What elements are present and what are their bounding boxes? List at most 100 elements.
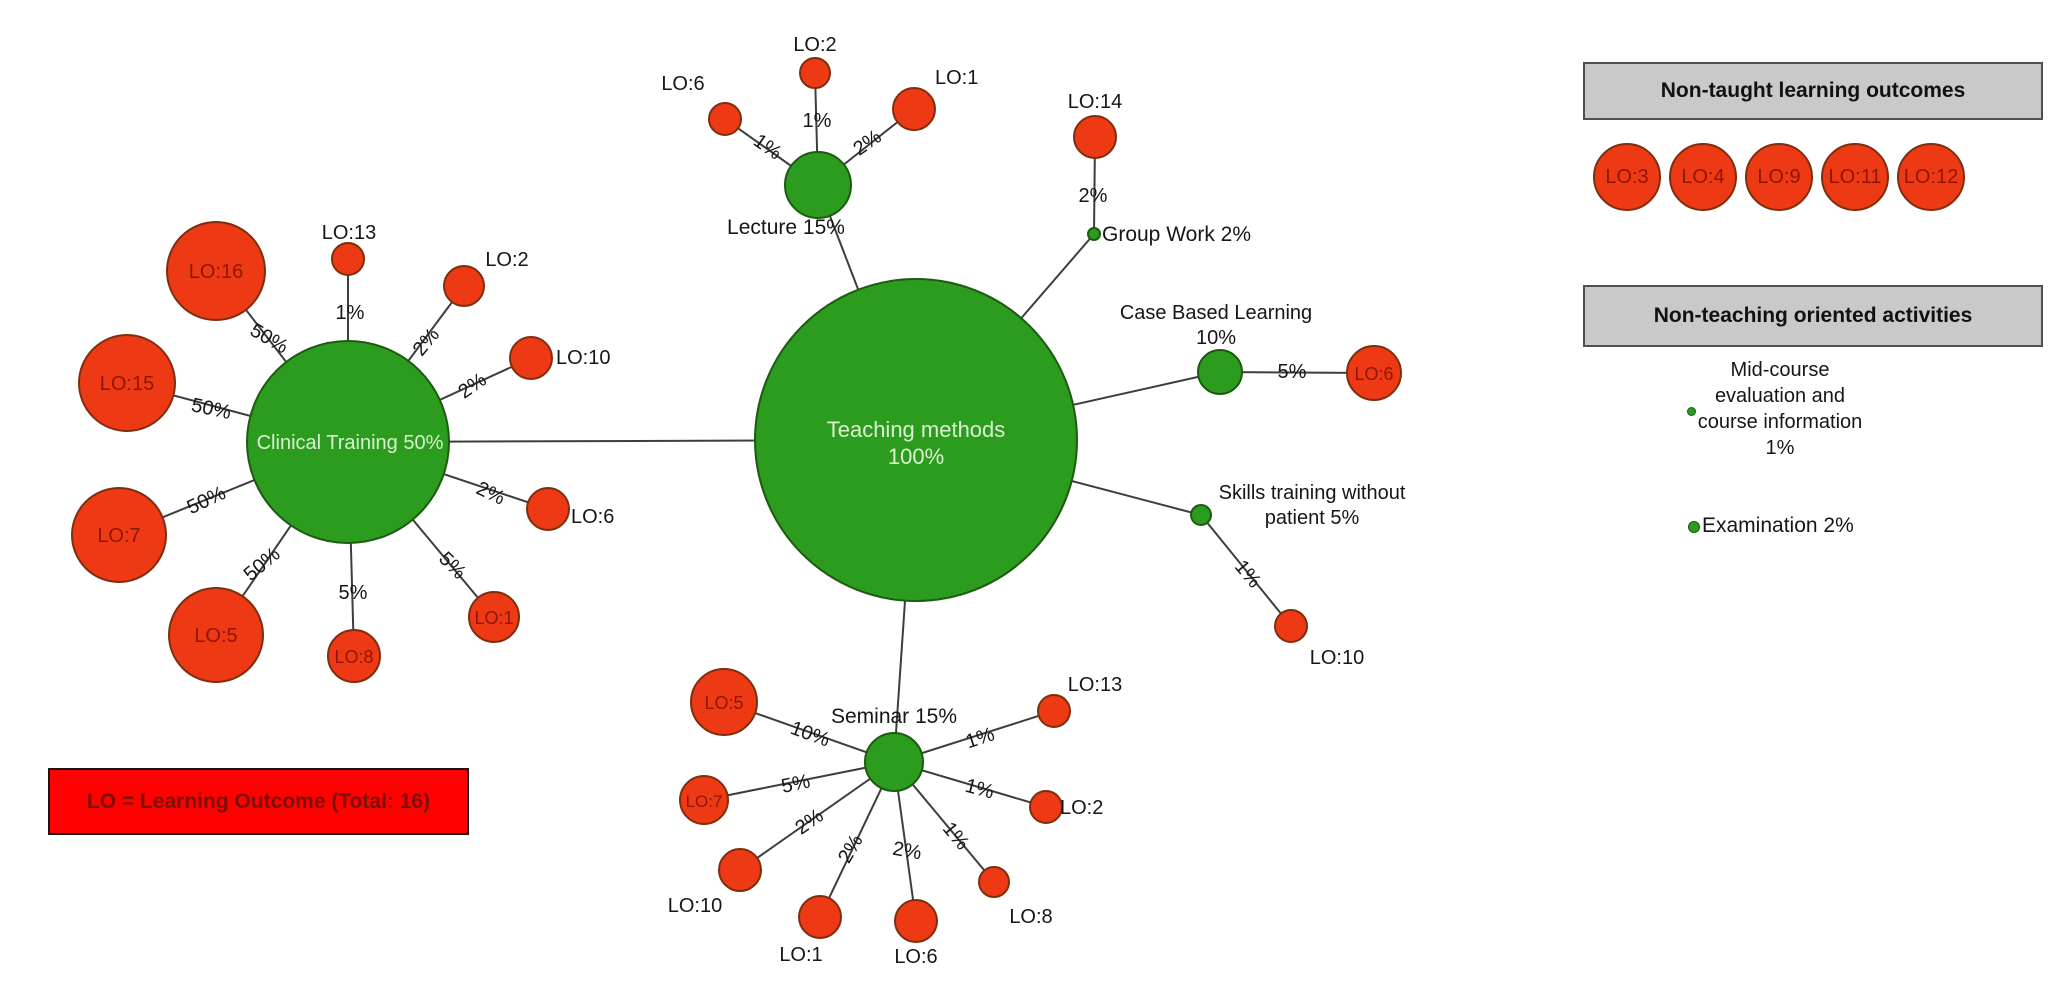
label-c13-label: LO:13 [322, 222, 376, 244]
lo-node-c2 [443, 265, 485, 307]
label-c7-label: LO:7 [97, 525, 140, 547]
edge-seminar-s7 [703, 761, 895, 801]
lo-node-s10 [718, 848, 762, 892]
edge-percent-label-seminar-s8: 1% [938, 818, 974, 854]
label-c15-label: LO:15 [100, 373, 154, 395]
method-node-teaching [754, 278, 1078, 602]
label-c5-label: LO:5 [194, 625, 237, 647]
lo-node-lo14 [1073, 115, 1117, 159]
edge-seminar-s10 [739, 761, 895, 871]
label-c6-label: LO:6 [571, 506, 614, 528]
label-s13-label: LO:13 [1068, 674, 1122, 696]
mid-course-line: course information [1697, 411, 1863, 433]
method-node-cbl [1197, 349, 1243, 395]
edge-percent-label-clinical-c10: 2% [454, 369, 490, 404]
lo-node-l6 [708, 102, 742, 136]
lo-node-c15 [78, 334, 176, 432]
edge-percent-label-seminar-s13: 1% [963, 723, 997, 753]
lo-node-c13 [331, 242, 365, 276]
label-cbl-label: Case Based Learning 10% [1120, 302, 1312, 349]
edge-percent-label-cbl-cbl6: 5% [1278, 361, 1307, 383]
label-c8-label: LO:8 [334, 647, 373, 667]
label-c10-label: LO:10 [556, 347, 610, 369]
lo-node-s5 [690, 668, 758, 736]
edge-percent-label-clinical-c13: 1% [336, 302, 365, 324]
mid-course-line: evaluation and [1714, 385, 1846, 407]
lo-node-c7 [71, 487, 167, 583]
lo-node-s1 [798, 895, 842, 939]
non-taught-lo-circle: LO:12 [1897, 143, 1965, 211]
lo-node-c10 [509, 336, 553, 380]
lo-node-cbl6 [1346, 345, 1402, 401]
examination-dot-icon [1688, 521, 1700, 533]
lo-node-s8 [978, 866, 1010, 898]
mid-course-dot-icon [1687, 407, 1696, 416]
examination-activity-label: Examination 2% [1702, 514, 1854, 537]
label-lo14-label: LO:14 [1068, 91, 1122, 113]
edge-percent-label-clinical-c8: 5% [339, 582, 368, 604]
non-taught-lo-circle: LO:11 [1821, 143, 1889, 211]
non-teaching-activities-header: Non-teaching oriented activities [1583, 285, 2043, 347]
edge-percent-label-seminar-s2: 1% [963, 775, 997, 804]
label-c2-label: LO:2 [485, 249, 528, 271]
method-node-skills [1190, 504, 1212, 526]
label-teaching-label: Teaching methods 100% [827, 417, 1006, 469]
mid-course-activity-label: Mid-course evaluation and course informa… [1670, 357, 1890, 461]
label-sk10-label: LO:10 [1310, 647, 1364, 669]
edge-percent-label-clinical-c6: 2% [473, 477, 509, 509]
method-node-lecture [784, 151, 852, 219]
lo-node-sk10 [1274, 609, 1308, 643]
label-c16-label: LO:16 [189, 261, 243, 283]
label-seminar-label: Seminar 15% [831, 705, 957, 728]
edge-percent-label-clinical-c7: 50% [184, 482, 230, 519]
lo-node-s13 [1037, 694, 1071, 728]
method-node-clinical [246, 340, 450, 544]
lo-node-l2 [799, 57, 831, 89]
label-groupwork-label: Group Work 2% [1102, 223, 1251, 246]
non-taught-lo-circle: LO:9 [1745, 143, 1813, 211]
lo-legend-text: LO = Learning Outcome (Total: 16) [86, 789, 431, 813]
label-s5-label: LO:5 [704, 693, 743, 713]
label-s10-label: LO:10 [668, 895, 722, 917]
non-taught-lo-circle: LO:4 [1669, 143, 1737, 211]
label-lecture-label: Lecture 15% [727, 216, 845, 239]
label-cbl6-label: LO:6 [1354, 364, 1393, 384]
label-l6-label: LO:6 [661, 73, 704, 95]
lo-node-c8 [327, 629, 381, 683]
label-l1-label: LO:1 [935, 67, 978, 89]
lo-node-c16 [166, 221, 266, 321]
label-clinical-label: Clinical Training 50% [257, 432, 444, 454]
label-s1-label: LO:1 [779, 944, 822, 966]
edge-percent-label-seminar-s1: 2% [834, 831, 868, 867]
lo-node-s7 [679, 775, 729, 825]
edge-percent-label-clinical-c16: 50% [246, 319, 292, 358]
edge-percent-label-seminar-s7: 5% [779, 770, 812, 798]
method-node-seminar [864, 732, 924, 792]
edge-percent-label-clinical-c15: 50% [189, 394, 233, 424]
edge-percent-label-seminar-s6: 2% [891, 838, 924, 865]
non-teaching-activities-title: Non-teaching oriented activities [1653, 304, 1973, 327]
edge-percent-label-groupwork-lo14: 2% [1079, 185, 1108, 207]
method-node-groupwork [1087, 227, 1101, 241]
edge-skills-sk10 [1200, 514, 1292, 627]
non-taught-outcomes-title: Non-taught learning outcomes [1660, 79, 1966, 102]
lo-node-l1 [892, 87, 936, 131]
non-taught-lo-circle: LO:3 [1593, 143, 1661, 211]
non-taught-outcomes-header: Non-taught learning outcomes [1583, 62, 2043, 120]
lo-node-c5 [168, 587, 264, 683]
lo-node-s6 [894, 899, 938, 943]
label-skills-label: Skills training without patient 5% [1219, 482, 1406, 529]
label-s6-label: LO:6 [894, 946, 937, 968]
lo-legend-box: LO = Learning Outcome (Total: 16) [48, 768, 469, 835]
label-c1-label: LO:1 [474, 608, 513, 628]
label-s7-label: LO:7 [686, 792, 723, 811]
edge-percent-label-seminar-s10: 2% [791, 805, 827, 840]
non-taught-outcomes-row: LO:3 LO:4 LO:9 LO:11 LO:12 [1593, 143, 1965, 211]
edge-percent-label-seminar-s5: 10% [787, 717, 832, 751]
label-l2-label: LO:2 [793, 34, 836, 56]
lo-node-c6 [526, 487, 570, 531]
lo-node-c1 [468, 591, 520, 643]
mid-course-line: Mid-course [1730, 359, 1830, 381]
